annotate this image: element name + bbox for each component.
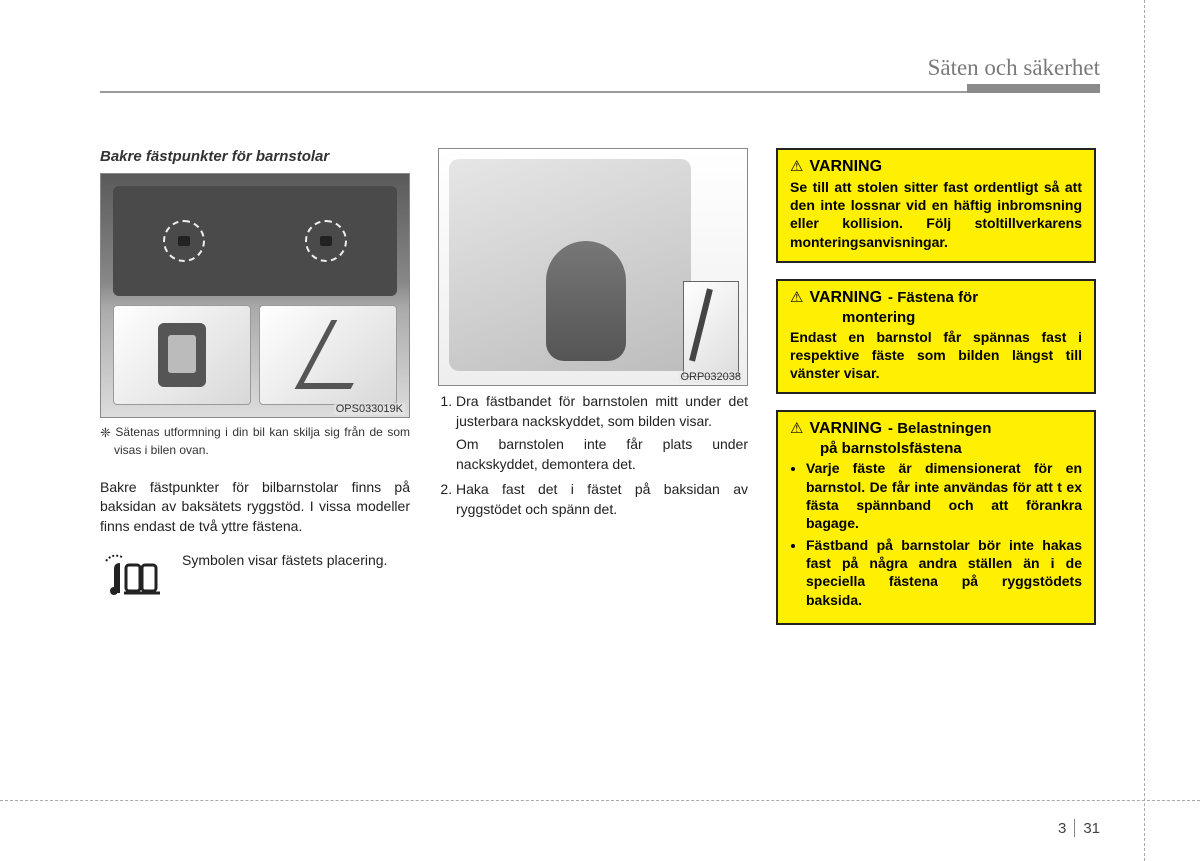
illustration-childseat xyxy=(546,241,626,361)
footer-divider xyxy=(1074,819,1075,837)
step1-subtext: Om barnstolen inte får plats under nacks… xyxy=(456,435,748,474)
warning3-text: Varje fäste är dimensionerat för en barn… xyxy=(790,459,1082,609)
warning2-header: ⚠ VARNING - Fästena för xyxy=(790,289,1082,307)
figure-note-text: Sätenas utformning i din bil kan skilja … xyxy=(114,425,410,457)
warning3-bullet-2: Fästband på barnstolar bör inte hakas fa… xyxy=(806,536,1082,609)
page-number: 31 xyxy=(1083,820,1100,837)
content-columns: Bakre fästpunkter för barnstolar OPS0330… xyxy=(100,148,1100,641)
instruction-list: Dra fästbandet för barnstolen mitt under… xyxy=(438,392,748,520)
middle-column: ORP032038 Dra fästbandet för barnstolen … xyxy=(438,148,748,641)
anchor-highlight-left xyxy=(163,220,205,262)
warning3-subtitle2: på barnstolsfästena xyxy=(820,440,1082,457)
section-title: Säten och säkerhet xyxy=(928,55,1100,81)
trim-line-horizontal xyxy=(0,800,1200,801)
step2-text: Haka fast det i fästet på baksidan av ry… xyxy=(456,481,748,517)
figure-code-left: OPS033019K xyxy=(334,403,405,415)
warning-box-2: ⚠ VARNING - Fästena för montering Endast… xyxy=(776,279,1096,395)
page-footer: 3 31 xyxy=(1058,819,1100,837)
anchor-highlight-right xyxy=(305,220,347,262)
detail-anchor-plate xyxy=(113,305,251,405)
warning3-header: ⚠ VARNING - Belastningen xyxy=(790,420,1082,438)
warning-icon: ⚠ xyxy=(790,290,803,305)
figure-note: ❈ Sätenas utformning i din bil kan skilj… xyxy=(100,424,410,458)
left-paragraph: Bakre fästpunkter för bilbarnstolar finn… xyxy=(100,478,410,537)
detail-tether-strap xyxy=(259,305,397,405)
warning-icon: ⚠ xyxy=(790,159,803,174)
warning-box-1: ⚠ VARNING Se till att stolen sitter fast… xyxy=(776,148,1096,263)
right-column: ⚠ VARNING Se till att stolen sitter fast… xyxy=(776,148,1096,641)
symbol-caption-row: Symbolen visar fästets placering. xyxy=(100,551,410,599)
header-rule xyxy=(100,91,1100,93)
warning1-text: Se till att stolen sitter fast ordentlig… xyxy=(790,178,1082,251)
symbol-caption: Symbolen visar fästets placering. xyxy=(182,551,387,571)
warning2-title: VARNING xyxy=(809,289,882,307)
warning3-subtitle: - Belastningen xyxy=(888,420,991,437)
warning3-bullet-1: Varje fäste är dimensionerat för en barn… xyxy=(806,459,1082,532)
page: Säten och säkerhet Bakre fästpunkter för… xyxy=(0,0,1200,861)
warning3-title: VARNING xyxy=(809,420,882,438)
figure-childseat: ORP032038 xyxy=(438,148,748,386)
header-tab xyxy=(967,84,1100,93)
warning2-subtitle: - Fästena för xyxy=(888,289,978,306)
figure-trunk-anchors: OPS033019K xyxy=(100,173,410,418)
chapter-number: 3 xyxy=(1058,820,1066,837)
warning-icon: ⚠ xyxy=(790,421,803,436)
instruction-step-1: Dra fästbandet för barnstolen mitt under… xyxy=(456,392,748,474)
instruction-step-2: Haka fast det i fästet på baksidan av ry… xyxy=(456,480,748,519)
left-column: Bakre fästpunkter för barnstolar OPS0330… xyxy=(100,148,410,641)
warning1-title: VARNING xyxy=(809,158,882,176)
illustration-trunk xyxy=(113,186,397,296)
figure-code-mid: ORP032038 xyxy=(678,371,743,383)
warning2-text: Endast en barnstol får spännas fast i re… xyxy=(790,328,1082,383)
warning1-header: ⚠ VARNING xyxy=(790,158,1082,176)
illustration-seats xyxy=(449,159,691,371)
warning2-subtitle2: montering xyxy=(842,309,1082,326)
warning-box-3: ⚠ VARNING - Belastningen på barnstolsfäs… xyxy=(776,410,1096,625)
trim-line-vertical xyxy=(1144,0,1145,861)
step1-text: Dra fästbandet för barnstolen mitt under… xyxy=(456,393,748,429)
illustration-inset-tether xyxy=(683,281,739,377)
page-header: Säten och säkerhet xyxy=(100,55,1100,93)
illustration-detail-row xyxy=(113,305,397,405)
tether-anchor-icon xyxy=(100,551,164,599)
left-subheading: Bakre fästpunkter för barnstolar xyxy=(100,148,410,165)
note-symbol: ❈ xyxy=(100,425,111,440)
